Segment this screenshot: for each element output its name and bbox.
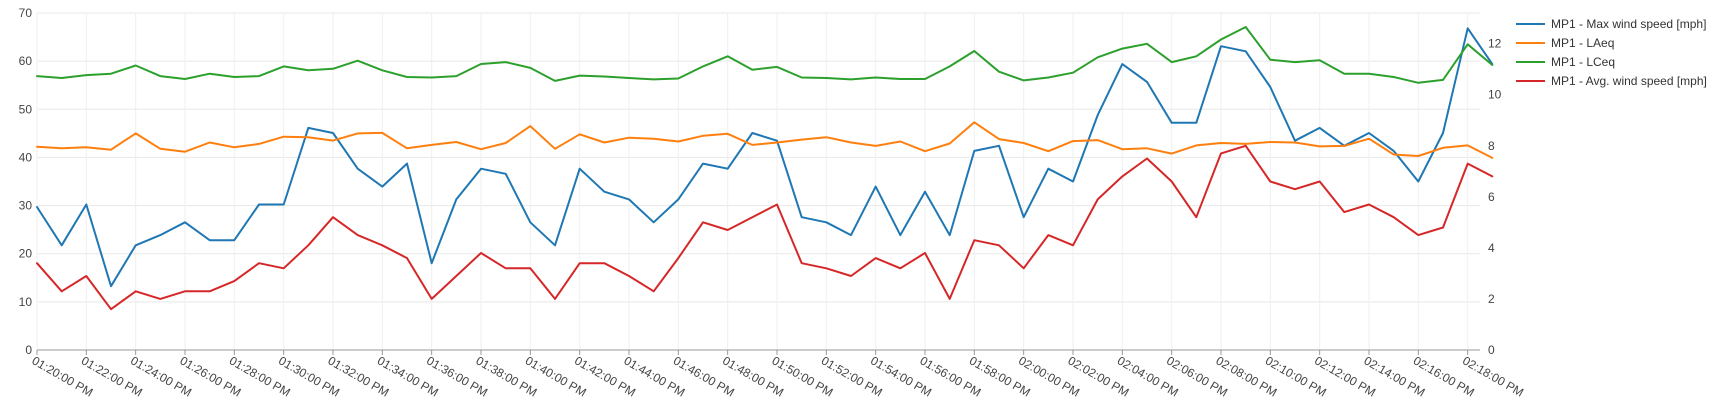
y-left-tick-label: 70 [19, 6, 33, 20]
y-right-tick-label: 0 [1488, 343, 1495, 357]
y-right-tick-label: 8 [1488, 139, 1495, 153]
y-left-tick-label: 40 [19, 150, 33, 164]
axes [36, 349, 1480, 355]
series-line-3 [36, 26, 1494, 84]
legend-entry-label: MP1 - Avg. wind speed [mph] [1551, 74, 1707, 88]
y-right-tick-label: 4 [1488, 241, 1495, 255]
y-right-tick-label: 10 [1488, 88, 1502, 102]
y-left-tick-label: 0 [25, 343, 32, 357]
legend-entry-label: MP1 - Max wind speed [mph] [1551, 17, 1706, 31]
series-line-1 [36, 27, 1494, 288]
y-right-tick-label: 6 [1488, 190, 1495, 204]
series-line-2 [36, 121, 1494, 159]
y-left-tick-label: 10 [19, 295, 33, 309]
y-left-tick-label: 60 [19, 54, 33, 68]
series-lines [36, 26, 1494, 311]
legend-entry-label: MP1 - LAeq [1551, 36, 1614, 50]
y-left-tick-label: 50 [19, 102, 33, 116]
y-left-tick-label: 20 [19, 247, 33, 261]
legend: MP1 - Max wind speed [mph] MP1 - LAeq MP1 … [1516, 17, 1707, 88]
y-right-tick-label: 2 [1488, 292, 1495, 306]
legend-entry-label: MP1 - LCeq [1551, 55, 1615, 69]
y-left-tick-label: 30 [19, 199, 33, 213]
series-line-4 [36, 144, 1494, 311]
y-right-tick-label: 12 [1488, 37, 1502, 51]
grid [36, 12, 1480, 350]
